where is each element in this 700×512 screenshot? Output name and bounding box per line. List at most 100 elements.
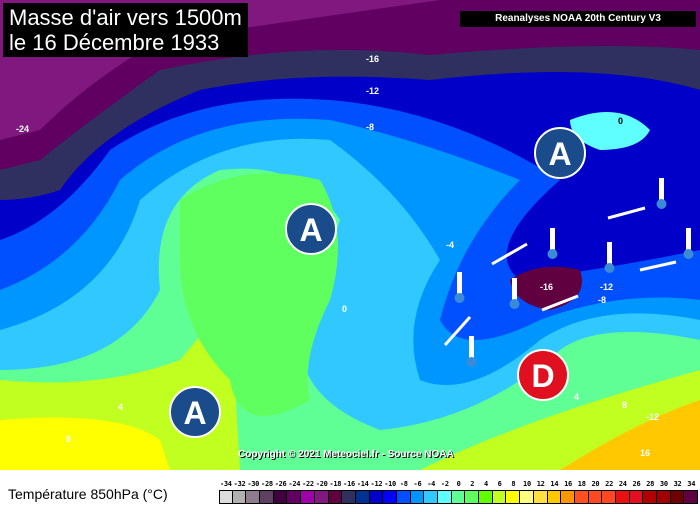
legend-color (506, 490, 521, 504)
zone-cold-core-central-europe (510, 266, 582, 310)
legend-value: -26 (274, 480, 287, 488)
high-pressure-marker: A (534, 127, 586, 179)
legend-value: 12 (536, 480, 545, 488)
legend-value: -30 (247, 480, 260, 488)
legend-value: 16 (564, 480, 572, 488)
legend-swatch: 30 (657, 480, 671, 504)
legend-swatch: 26 (629, 480, 644, 504)
contour-label: 8 (622, 400, 627, 410)
legend-color (684, 490, 699, 504)
legend-swatch: 8 (506, 480, 521, 504)
legend-swatch: -2 (438, 480, 452, 504)
legend-value: -18 (329, 480, 342, 488)
legend-value: 28 (646, 480, 655, 488)
map-title: Masse d'air vers 1500m le 16 Décembre 19… (3, 3, 248, 57)
legend-value: -12 (370, 480, 383, 488)
legend-color (588, 490, 603, 504)
legend-color (342, 490, 356, 504)
title-line: le 16 Décembre 1933 (9, 30, 220, 55)
legend-swatch: 0 (451, 480, 466, 504)
legend-value: 14 (550, 480, 559, 488)
contour-label: -12 (366, 86, 379, 96)
legend-value: 20 (591, 480, 600, 488)
legend-swatch: 2 (465, 480, 480, 504)
contour-label: -8 (366, 122, 374, 132)
legend-value: 22 (605, 480, 614, 488)
legend-value: 4 (483, 480, 488, 488)
legend-swatch: 16 (561, 480, 575, 504)
legend-value: 2 (470, 480, 475, 488)
legend-swatch: -6 (410, 480, 425, 504)
legend-value: 34 (687, 480, 696, 488)
contour-label: -4 (446, 240, 454, 250)
legend-swatch: -22 (301, 480, 315, 504)
legend-color (533, 490, 548, 504)
legend-color (369, 490, 384, 504)
legend: Température 850hPa (°C) -34 -32 -30 -28 -26-… (0, 470, 700, 512)
legend-swatch: -30 (246, 480, 261, 504)
svg-text:A: A (299, 212, 322, 248)
contour-label: -16 (540, 282, 553, 292)
legend-color (438, 490, 452, 504)
contour-label: -12 (646, 412, 659, 422)
legend-swatch: -18 (328, 480, 343, 504)
legend-value: 10 (523, 480, 531, 488)
contour-label: 8 (66, 434, 71, 444)
legend-value: -28 (261, 480, 273, 488)
legend-swatch: 6 (492, 480, 507, 504)
legend-color (287, 490, 302, 504)
high-pressure-marker: A (169, 386, 221, 438)
legend-value: 24 (618, 480, 627, 488)
contour-label: 0 (342, 304, 347, 314)
legend-swatch: 4 (479, 480, 493, 504)
legend-color (520, 490, 534, 504)
legend-value: -14 (356, 480, 369, 488)
legend-color (396, 490, 411, 504)
legend-color (574, 490, 589, 504)
legend-color (328, 490, 343, 504)
title-line: Masse d'air vers 1500m (9, 5, 242, 30)
legend-color (657, 490, 671, 504)
legend-color (314, 490, 329, 504)
legend-color (232, 490, 247, 504)
legend-swatch: -28 (260, 480, 274, 504)
legend-swatch: -26 (273, 480, 288, 504)
legend-color (602, 490, 616, 504)
legend-swatch: 20 (588, 480, 603, 504)
legend-title: Température 850hPa (°C) (8, 486, 168, 502)
legend-color (465, 490, 480, 504)
source-label: Reanalyses NOAA 20th Century V3 (460, 11, 696, 27)
legend-swatch: 24 (615, 480, 630, 504)
legend-value: -24 (288, 480, 301, 488)
legend-value: 0 (456, 480, 461, 488)
legend-swatch: -34 (219, 480, 233, 504)
legend-value: -34 (219, 480, 232, 488)
legend-value: 8 (511, 480, 516, 488)
legend-swatch: 14 (547, 480, 562, 504)
zone-warm-sw (0, 417, 170, 470)
zone-cold-scandinavia (570, 112, 650, 150)
contour-label: -8 (598, 295, 606, 305)
legend-swatch: -32 (232, 480, 247, 504)
legend-color (492, 490, 507, 504)
zone-warm-se2 (560, 400, 700, 470)
legend-color (670, 490, 685, 504)
legend-color (246, 490, 261, 504)
copyright: Copyright © 2021 Meteociel.fr - Source N… (238, 449, 454, 460)
legend-swatch: 28 (643, 480, 657, 504)
legend-value: 30 (659, 480, 668, 488)
high-pressure-marker: A (285, 203, 337, 255)
contour-label: 0 (618, 116, 623, 126)
legend-swatch: 18 (574, 480, 589, 504)
legend-swatch: -16 (342, 480, 356, 504)
legend-swatch: 34 (684, 480, 699, 504)
legend-color (561, 490, 575, 504)
legend-swatch: -4 (424, 480, 438, 504)
contour-label: -12 (600, 282, 613, 292)
legend-swatch: -20 (314, 480, 329, 504)
legend-swatch: -14 (355, 480, 370, 504)
legend-color (219, 490, 233, 504)
legend-value: 32 (673, 480, 682, 488)
legend-value: -4 (427, 480, 436, 488)
legend-value: -8 (399, 480, 408, 488)
